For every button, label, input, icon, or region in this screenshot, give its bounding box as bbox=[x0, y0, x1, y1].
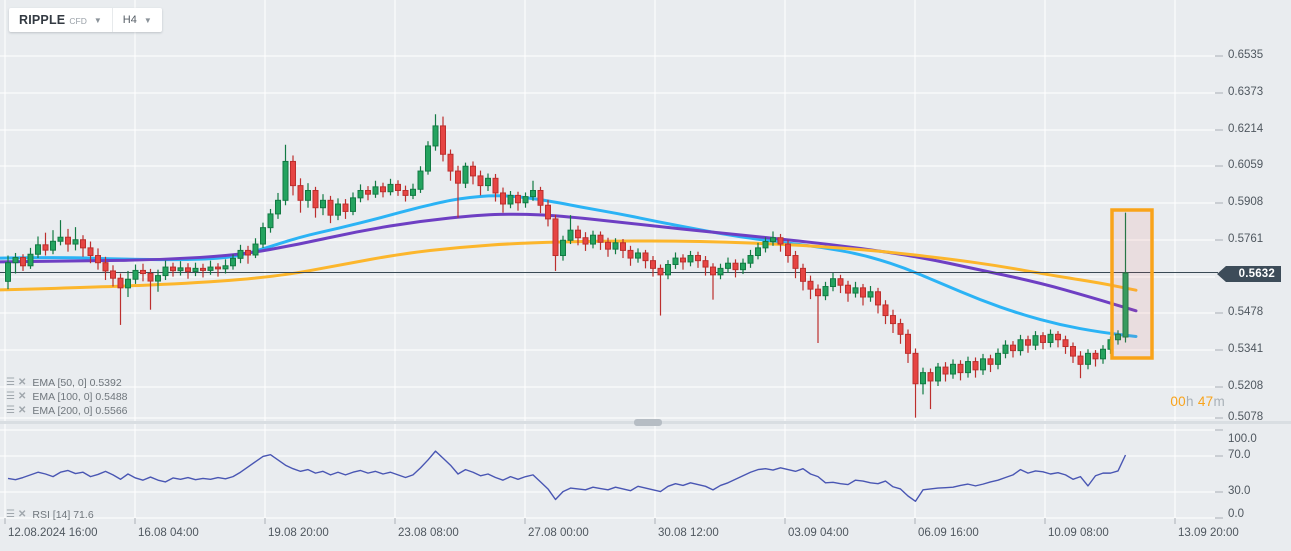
price-tick-label: 0.5078 bbox=[1228, 411, 1264, 423]
indicator-remove-icon[interactable]: ✕ bbox=[17, 376, 27, 388]
indicator-settings-icon[interactable]: ☰ bbox=[6, 508, 15, 520]
price-tick-label: 0.5908 bbox=[1228, 196, 1264, 208]
indicator-label: RSI [14] 71.6 bbox=[32, 508, 94, 521]
rsi-line bbox=[7, 450, 1127, 502]
time-tick-label: 30.08 12:00 bbox=[658, 527, 719, 539]
indicator-settings-icon[interactable]: ☰ bbox=[6, 390, 15, 402]
ema-100-legend: ☰ ✕ EMA [100, 0] 0.5488 bbox=[6, 390, 128, 403]
time-tick-label: 19.08 20:00 bbox=[268, 527, 329, 539]
current-price-badge: 0.5632 bbox=[1217, 266, 1281, 282]
price-tick-label: 0.5208 bbox=[1228, 380, 1264, 392]
symbol-name: RIPPLE bbox=[19, 13, 66, 27]
price-tick-label: 0.5761 bbox=[1228, 233, 1264, 245]
candlestick-series bbox=[5, 114, 1129, 418]
time-tick-label: 03.09 04:00 bbox=[788, 527, 849, 539]
rsi-level-label: 100.0 bbox=[1228, 433, 1257, 445]
time-tick-label: 13.09 20:00 bbox=[1178, 527, 1239, 539]
indicator-label: EMA [200, 0] 0.5566 bbox=[32, 404, 128, 417]
ema-50-legend: ☰ ✕ EMA [50, 0] 0.5392 bbox=[6, 376, 122, 389]
rsi-legend: ☰ ✕ RSI [14] 71.6 bbox=[6, 508, 94, 521]
next-candle-highlight-box bbox=[1110, 208, 1154, 360]
indicator-settings-icon[interactable]: ☰ bbox=[6, 376, 15, 388]
rsi-level-label: 30.0 bbox=[1228, 485, 1251, 497]
rsi-level-label: 0.0 bbox=[1228, 508, 1244, 520]
instrument-type-label: CFD bbox=[69, 15, 87, 26]
chevron-down-icon: ▼ bbox=[93, 16, 102, 25]
time-tick-label: 16.08 04:00 bbox=[138, 527, 199, 539]
time-tick-label: 27.08 00:00 bbox=[528, 527, 589, 539]
time-tick-label: 06.09 16:00 bbox=[918, 527, 979, 539]
candle-countdown: 00h 47m bbox=[1170, 394, 1225, 409]
timeframe-selector[interactable]: H4 ▼ bbox=[111, 8, 162, 32]
chart-toolbar: RIPPLE CFD ▼ H4 ▼ bbox=[9, 8, 162, 32]
price-tick-label: 0.6535 bbox=[1228, 49, 1264, 61]
current-price-value: 0.5632 bbox=[1238, 268, 1275, 280]
rsi-level-label: 70.0 bbox=[1228, 449, 1251, 461]
time-tick-label: 10.09 08:00 bbox=[1048, 527, 1109, 539]
pane-resize-handle[interactable] bbox=[634, 419, 662, 426]
indicator-remove-icon[interactable]: ✕ bbox=[17, 404, 27, 416]
price-tick-label: 0.6059 bbox=[1228, 159, 1264, 171]
timeframe-label: H4 bbox=[122, 14, 137, 26]
symbol-selector[interactable]: RIPPLE CFD ▼ bbox=[9, 8, 112, 32]
price-tick-label: 0.5478 bbox=[1228, 306, 1264, 318]
indicator-settings-icon[interactable]: ☰ bbox=[6, 404, 15, 416]
indicator-label: EMA [100, 0] 0.5488 bbox=[32, 390, 128, 403]
price-tick-label: 0.5341 bbox=[1228, 343, 1264, 355]
price-tick-label: 0.6214 bbox=[1228, 123, 1264, 135]
axis-ticks bbox=[4, 55, 1223, 524]
ema-200-legend: ☰ ✕ EMA [200, 0] 0.5566 bbox=[6, 404, 128, 417]
price-tick-label: 0.6373 bbox=[1228, 86, 1264, 98]
chevron-down-icon: ▼ bbox=[143, 16, 152, 25]
gridlines bbox=[0, 0, 1215, 519]
indicator-remove-icon[interactable]: ✕ bbox=[17, 508, 27, 520]
time-tick-label: 23.08 08:00 bbox=[398, 527, 459, 539]
indicator-remove-icon[interactable]: ✕ bbox=[17, 390, 27, 402]
indicator-label: EMA [50, 0] 0.5392 bbox=[32, 376, 122, 389]
time-tick-label: 12.08.2024 16:00 bbox=[8, 527, 98, 539]
